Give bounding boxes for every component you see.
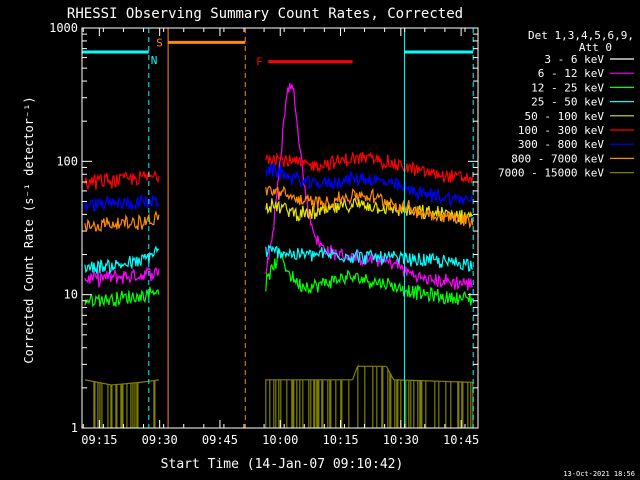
legend-label-3: 12 - 25 keV — [531, 81, 604, 94]
x-tick-label-1: 09:15 — [81, 433, 117, 447]
x-tick-label-3: 09:45 — [202, 433, 238, 447]
series-line-1-seg-1 — [84, 327, 160, 350]
series-line-1-seg-2 — [265, 138, 474, 353]
legend-label-4: 25 - 50 keV — [531, 96, 604, 109]
y-tick-label-3: 100 — [56, 154, 78, 168]
legend-label-2: 6 - 12 keV — [538, 67, 605, 80]
legend-label-6: 100 - 300 keV — [518, 124, 604, 137]
footer-timestamp: 13-Oct-2021 18:56 — [563, 470, 635, 478]
flag-label-S: S — [156, 36, 163, 49]
x-tick-label-6: 10:30 — [383, 433, 419, 447]
plot-series-group — [82, 28, 474, 428]
legend-label-1: 3 - 6 keV — [544, 53, 604, 66]
axes: 09:15 09:30 09:45 10:00 10:15 10:30 10:45 1 10 10… — [49, 21, 479, 447]
x-axis-label: Start Time (14-Jan-07 09:10:42) — [161, 457, 404, 472]
legend-header-line-2: Att 0 — [579, 41, 612, 54]
y-tick-label-2: 10 — [64, 288, 78, 302]
series-line-5-seg-1 — [265, 197, 474, 224]
series-line-4-seg-2 — [265, 244, 473, 272]
x-tick-label-5: 10:15 — [322, 433, 358, 447]
plot-area: NS F — [82, 28, 474, 428]
series-line-7-seg-2 — [265, 163, 473, 208]
legend-label-7: 300 - 800 keV — [518, 138, 604, 151]
series-line-3-seg-1 — [84, 286, 160, 308]
flag-label-F: F — [256, 56, 263, 69]
x-tick-label-7: 10:45 — [443, 433, 479, 447]
legend-label-5: 50 - 100 keV — [525, 110, 605, 123]
x-tick-label-4: 10:00 — [262, 433, 298, 447]
series-line-2-seg-1 — [84, 266, 160, 289]
series-line-6-seg-1 — [84, 169, 160, 191]
x-tick-label-2: 09:30 — [142, 433, 178, 447]
legend-label-9: 7000 - 15000 keV — [498, 167, 604, 180]
series-line-7-seg-1 — [84, 194, 160, 212]
legend-header-line-1: Det 1,3,4,5,6,9, — [528, 29, 634, 42]
series-line-6-seg-2 — [265, 151, 474, 184]
flag-label-N: N — [151, 54, 158, 67]
series-line-8-seg-2 — [265, 185, 474, 229]
y-tick-label-4: 1000 — [49, 21, 78, 35]
series-line-4-seg-1 — [84, 245, 160, 275]
series-line-3-seg-2 — [265, 249, 474, 306]
series-line-2-seg-2 — [265, 83, 473, 291]
series-line-8-seg-1 — [84, 210, 160, 233]
series-line-9-seg-1 — [84, 379, 159, 428]
y-axis-label: Corrected Count Rate (s⁻¹ detector⁻¹) — [22, 96, 36, 363]
y-tick-label-1: 1 — [71, 421, 78, 435]
legend-label-8: 800 - 7000 keV — [511, 152, 604, 165]
chart-title: RHESSI Observing Summary Count Rates, Co… — [67, 6, 463, 22]
series-line-9-seg-2 — [265, 363, 474, 428]
